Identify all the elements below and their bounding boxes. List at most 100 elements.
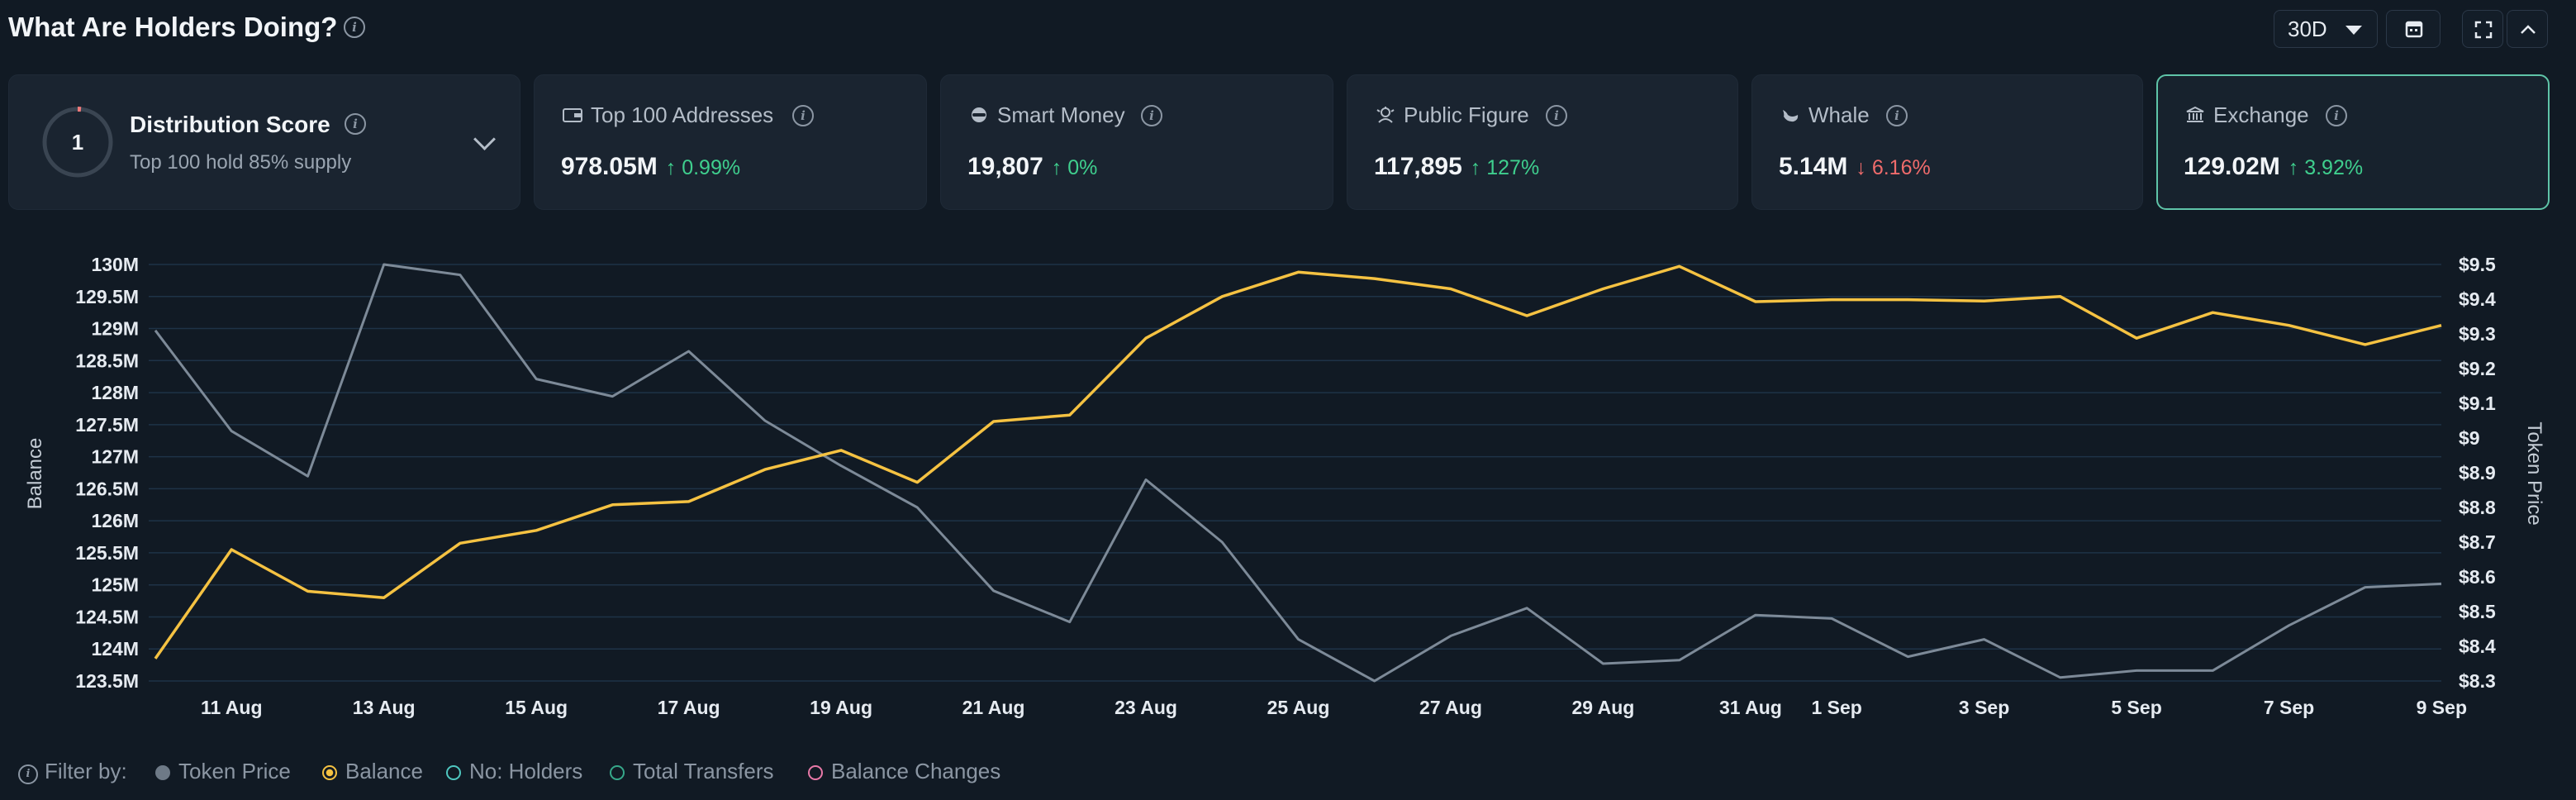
chevron-down-icon[interactable] bbox=[473, 128, 496, 150]
card-smart-money[interactable]: Smart Money i 19,807 ↑ 0% bbox=[940, 74, 1333, 210]
card-label: Whale bbox=[1808, 102, 1870, 127]
page-title: What Are Holders Doing? bbox=[8, 12, 338, 42]
card-value: 19,807 ↑ 0% bbox=[967, 153, 1097, 181]
y-tick-label: 124M bbox=[91, 638, 139, 660]
distribution-score-subtitle: Top 100 hold 85% supply bbox=[130, 151, 352, 174]
info-icon[interactable]: i bbox=[18, 764, 38, 784]
x-tick-label: 25 Aug bbox=[1267, 697, 1330, 718]
y2-tick-label: $8.6 bbox=[2459, 566, 2496, 588]
y-tick-label: 128.5M bbox=[75, 350, 139, 371]
card-value: 5.14M ↓ 6.16% bbox=[1779, 153, 1931, 181]
card-change: ↑ 127% bbox=[1470, 156, 1540, 179]
y2-tick-label: $9.4 bbox=[2459, 288, 2496, 310]
balance-changes-dot-icon bbox=[808, 765, 823, 780]
x-tick-label: 29 Aug bbox=[1572, 697, 1635, 718]
calendar-button[interactable] bbox=[2386, 10, 2441, 48]
card-label: Smart Money bbox=[997, 102, 1125, 127]
fullscreen-icon bbox=[2474, 21, 2493, 39]
card-exchange[interactable]: Exchange i 129.02M ↑ 3.92% bbox=[2156, 74, 2550, 210]
info-icon[interactable]: i bbox=[2326, 105, 2347, 126]
card-label: Public Figure bbox=[1404, 102, 1529, 127]
fullscreen-button[interactable] bbox=[2462, 10, 2503, 48]
y-tick-label: 129.5M bbox=[75, 286, 139, 307]
y-tick-label: 128M bbox=[91, 382, 139, 403]
distribution-score-value: 1 bbox=[71, 130, 84, 155]
y-tick-label: 127.5M bbox=[75, 414, 139, 436]
chevron-up-icon bbox=[2521, 25, 2536, 34]
info-icon[interactable]: i bbox=[1546, 105, 1567, 126]
info-icon[interactable]: i bbox=[1886, 105, 1908, 126]
y2-tick-label: $9 bbox=[2459, 427, 2480, 449]
wallet-icon bbox=[563, 108, 582, 122]
smart-money-icon bbox=[972, 107, 986, 122]
y-tick-label: 129M bbox=[91, 318, 139, 340]
filter-item-label: Balance bbox=[345, 759, 423, 783]
y-tick-label: 126M bbox=[91, 510, 139, 531]
x-tick-label: 23 Aug bbox=[1115, 697, 1177, 718]
y2-tick-label: $8.4 bbox=[2459, 636, 2496, 657]
y2-tick-label: $8.3 bbox=[2459, 670, 2496, 692]
y-tick-label: 123.5M bbox=[75, 670, 139, 692]
filter-bar: i Filter by: Token Price Balance No: Hold… bbox=[0, 757, 2576, 790]
card-value: 978.05M ↑ 0.99% bbox=[561, 153, 740, 181]
x-tick-label: 11 Aug bbox=[201, 697, 263, 718]
card-whale[interactable]: Whale i 5.14M ↓ 6.16% bbox=[1751, 74, 2143, 210]
x-tick-label: 19 Aug bbox=[810, 697, 872, 718]
holders-chart[interactable]: 123.5M 124M 124.5M 125M 125.5M 126M 126.5M 127M… bbox=[0, 223, 2576, 729]
balance-line bbox=[154, 264, 2442, 660]
filter-balance[interactable]: Balance bbox=[322, 759, 423, 784]
filter-no-holders[interactable]: No: Holders bbox=[446, 759, 582, 784]
x-tick-label: 5 Sep bbox=[2111, 697, 2161, 718]
time-range-dropdown[interactable]: 30D bbox=[2274, 10, 2378, 48]
filter-total-transfers[interactable]: Total Transfers bbox=[610, 759, 774, 784]
card-top-100-addresses[interactable]: Top 100 Addresses i 978.05M ↑ 0.99% bbox=[534, 74, 927, 210]
info-icon[interactable]: i bbox=[1141, 105, 1162, 126]
calendar-icon bbox=[2405, 21, 2423, 38]
x-tick-label: 1 Sep bbox=[1811, 697, 1861, 718]
holders-dot-icon bbox=[446, 765, 461, 780]
caret-down-icon bbox=[2345, 26, 2362, 35]
card-value-number: 978.05M bbox=[561, 153, 658, 180]
card-value-number: 117,895 bbox=[1374, 153, 1462, 180]
card-value-number: 129.02M bbox=[2184, 153, 2280, 180]
card-change: ↓ 6.16% bbox=[1856, 156, 1931, 179]
y-axis-right: $8.3 $8.4 $8.5 $8.6 $8.7 $8.8 $8.9 $9 $9.1 $9.2 $9… bbox=[2459, 254, 2496, 692]
score-ring bbox=[42, 106, 113, 178]
x-tick-label: 31 Aug bbox=[1719, 697, 1782, 718]
info-icon[interactable]: i bbox=[792, 105, 814, 126]
y-tick-label: 127M bbox=[91, 446, 139, 468]
public-figure-icon bbox=[1376, 107, 1395, 123]
card-label: Top 100 Addresses bbox=[591, 102, 774, 127]
chart-series bbox=[154, 263, 2442, 683]
header: What Are Holders Doing? i 30D bbox=[0, 0, 2576, 60]
y2-tick-label: $8.5 bbox=[2459, 601, 2496, 622]
x-tick-label: 9 Sep bbox=[2417, 697, 2467, 718]
collapse-button[interactable] bbox=[2507, 10, 2548, 48]
filter-label: i Filter by: bbox=[18, 759, 127, 784]
token-price-dot-icon bbox=[155, 765, 170, 780]
x-tick-label: 17 Aug bbox=[658, 697, 720, 718]
info-icon[interactable]: i bbox=[345, 113, 366, 135]
card-public-figure[interactable]: Public Figure i 117,895 ↑ 127% bbox=[1347, 74, 1738, 210]
time-range-label: 30D bbox=[2288, 17, 2327, 41]
filter-token-price[interactable]: Token Price bbox=[155, 759, 291, 784]
card-label: Exchange bbox=[2213, 102, 2309, 127]
whale-icon bbox=[1783, 110, 1799, 122]
info-icon[interactable]: i bbox=[344, 17, 365, 38]
x-axis: 11 Aug 13 Aug 15 Aug 17 Aug 19 Aug 21 Aug 23 A… bbox=[201, 697, 2467, 718]
y2-tick-label: $8.9 bbox=[2459, 462, 2496, 483]
y2-tick-label: $8.7 bbox=[2459, 531, 2496, 553]
chart-grid bbox=[149, 264, 2441, 682]
x-tick-label: 21 Aug bbox=[962, 697, 1025, 718]
card-value: 117,895 ↑ 127% bbox=[1374, 153, 1539, 181]
distribution-score-card[interactable]: 1 Distribution Score i Top 100 hold 85% … bbox=[8, 74, 520, 210]
card-change: ↑ 0.99% bbox=[665, 156, 741, 179]
filter-balance-changes[interactable]: Balance Changes bbox=[808, 759, 1000, 784]
y2-tick-label: $9.1 bbox=[2459, 393, 2496, 414]
x-tick-label: 13 Aug bbox=[353, 697, 416, 718]
filter-item-label: No: Holders bbox=[469, 759, 583, 783]
x-tick-label: 3 Sep bbox=[1959, 697, 2009, 718]
balance-dot-icon bbox=[322, 765, 337, 780]
y2-axis-label: Token Price bbox=[2523, 421, 2545, 525]
y2-tick-label: $9.5 bbox=[2459, 254, 2496, 275]
